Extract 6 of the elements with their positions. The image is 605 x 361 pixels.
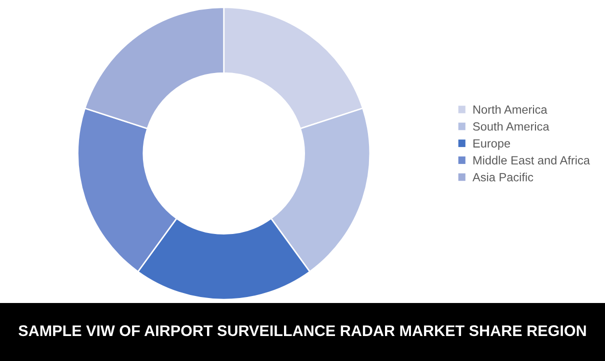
legend-label: South America [473, 122, 550, 131]
legend-label: North America [473, 105, 548, 114]
legend-label: Middle East and Africa [473, 156, 590, 164]
text: SAMPLE VIW OF AIRPORT SURVEILLANCE RADAR MARKET SHARE REGION [18, 325, 586, 336]
legend-label: Asia Pacific [472, 172, 534, 182]
legend-label: Europe [473, 139, 510, 150]
